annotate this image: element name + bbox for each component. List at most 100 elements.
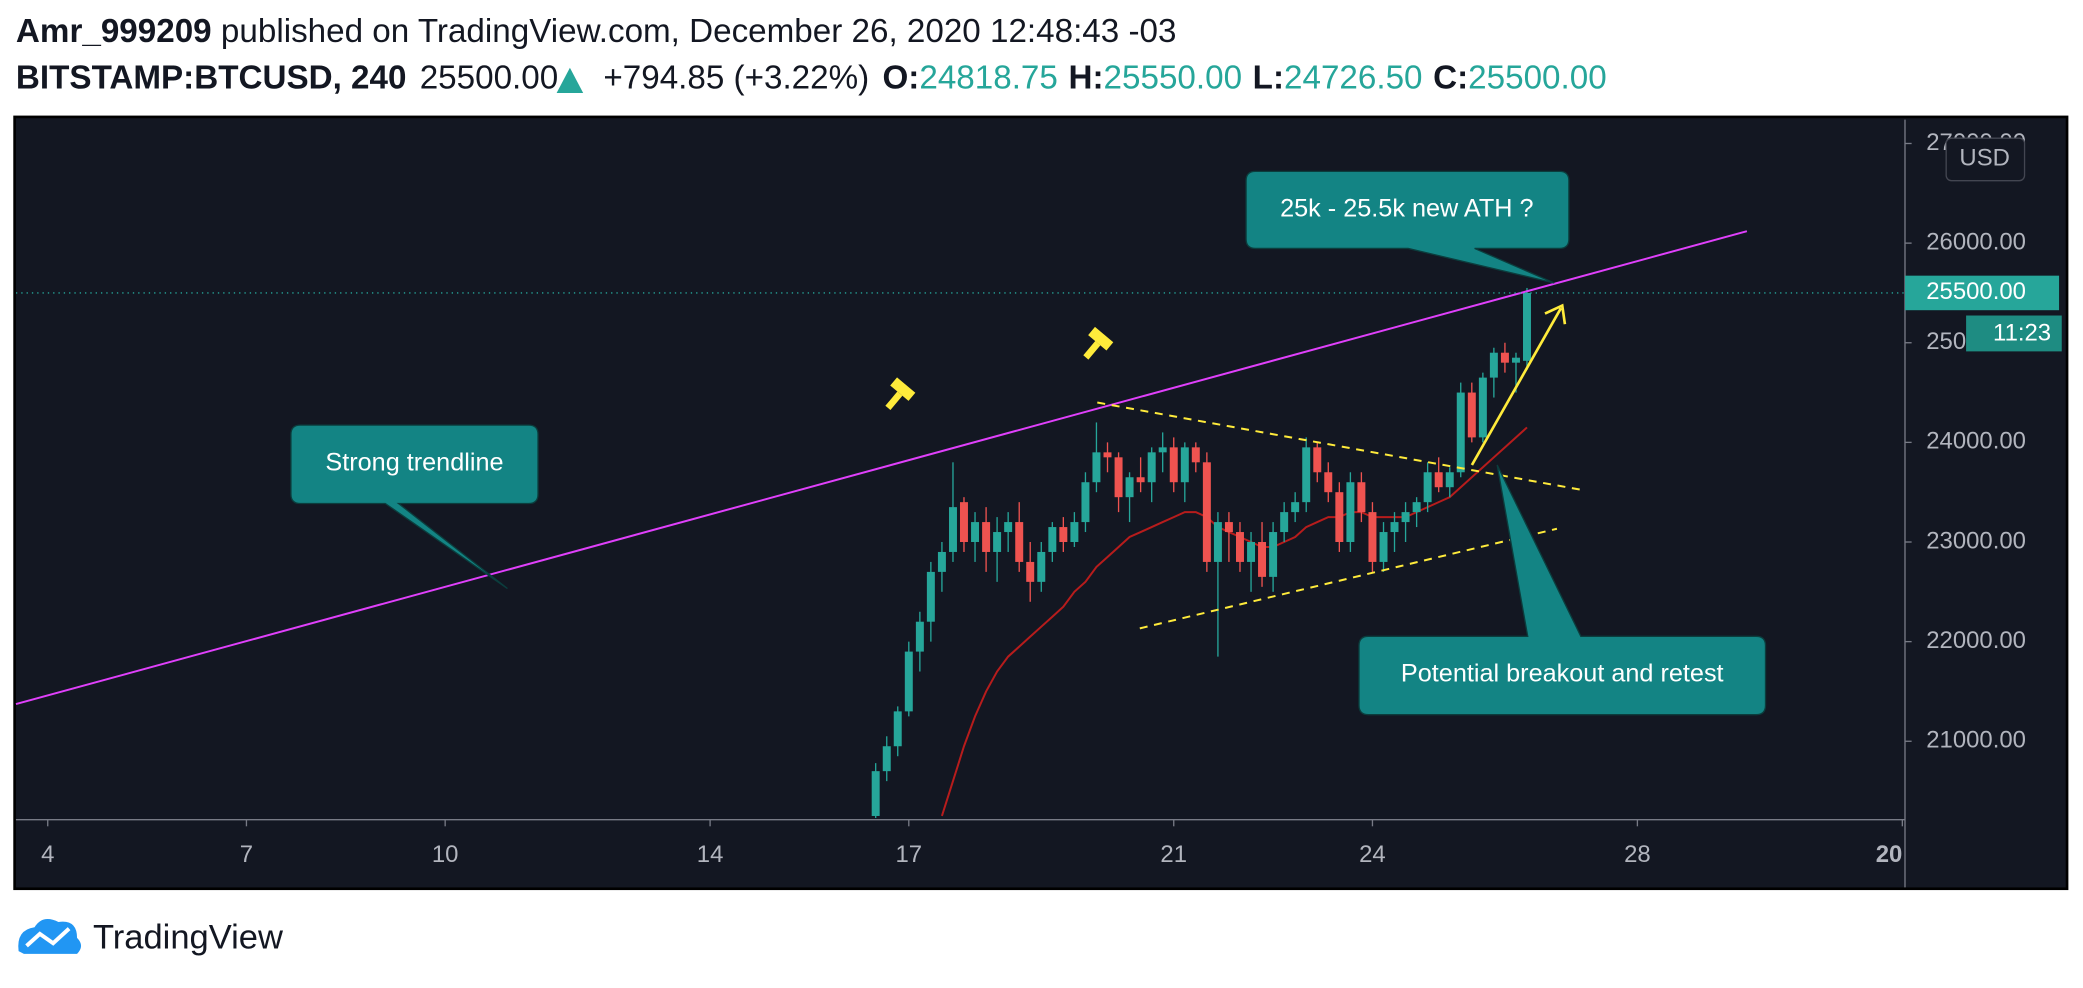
- candle-body: [1092, 452, 1101, 483]
- x-tick-label: 17: [896, 841, 923, 868]
- candle-body: [1247, 542, 1256, 562]
- candle-body: [959, 502, 968, 543]
- candle-body: [1147, 452, 1156, 483]
- x-tick-label: 4: [41, 841, 54, 868]
- candle-body: [1026, 561, 1035, 582]
- candle-body: [1269, 532, 1278, 577]
- candle-body: [1158, 447, 1167, 453]
- arrow: [1470, 303, 1567, 466]
- candle-body: [1280, 512, 1289, 533]
- candle-body: [1522, 292, 1531, 361]
- candle-body: [871, 771, 880, 816]
- candle-body: [1390, 522, 1399, 533]
- currency-button[interactable]: [1945, 137, 2026, 182]
- x-tick-label: 20: [1876, 841, 1903, 868]
- ohlc-label: H:: [1069, 59, 1104, 96]
- candle-body: [937, 551, 946, 572]
- countdown: 11:23: [1993, 319, 2051, 346]
- brand: TradingView: [93, 918, 284, 956]
- y-tick-label: 22000.00: [1926, 627, 2026, 654]
- candle-body: [1213, 522, 1222, 562]
- candle-body: [1125, 477, 1134, 498]
- candle-body: [1037, 551, 1046, 582]
- header-line: Amr_999209 published on TradingView.com, …: [16, 13, 1177, 50]
- candle-body: [1478, 377, 1487, 438]
- candle-body: [915, 621, 924, 652]
- ohlc-value: 25500.00: [1468, 59, 1607, 96]
- symbol-line: BITSTAMP:BTCUSD, 240 25500.00 +794.85 (+3.…: [16, 59, 1607, 96]
- ohlc-label: O:: [882, 59, 919, 96]
- x-tick-label: 10: [432, 841, 459, 868]
- candle-body: [1059, 527, 1068, 543]
- x-tick-label: 7: [240, 841, 253, 868]
- published: published on TradingView.com, December 2…: [221, 13, 1177, 50]
- author: Amr_999209: [16, 13, 212, 50]
- candle-body: [1335, 492, 1344, 543]
- candle-body: [1324, 472, 1333, 493]
- currency[interactable]: USD: [1959, 145, 2009, 172]
- candle-body: [1434, 472, 1443, 488]
- x-tick-label: 21: [1160, 841, 1187, 868]
- candle-body: [948, 507, 957, 552]
- ohlc-value: 24818.75: [919, 59, 1057, 96]
- candle-body: [904, 651, 913, 712]
- countdown-tag: [1966, 315, 2062, 352]
- ohlc-value: 25550.00: [1104, 59, 1243, 96]
- candle-body: [926, 571, 935, 622]
- candle-body: [993, 532, 1002, 552]
- candle-body: [1489, 352, 1498, 378]
- candle-body: [1235, 532, 1244, 562]
- logo: [18, 918, 82, 954]
- change: +794.85 (+3.22%): [603, 59, 869, 96]
- candle-body: [1114, 457, 1123, 498]
- candle-body: [1346, 482, 1355, 543]
- x-tick-label: 14: [697, 841, 724, 868]
- price-tag: [1904, 275, 2060, 311]
- candle-body: [1412, 502, 1421, 513]
- candle-body: [1313, 447, 1322, 473]
- candle-body: [1456, 392, 1465, 473]
- candle-body: [1136, 477, 1145, 483]
- ohlc-label: L:: [1253, 59, 1284, 96]
- hammer-icon: [885, 377, 916, 411]
- x-tick-label: 28: [1624, 841, 1651, 868]
- candle-body: [1368, 512, 1377, 562]
- ohlc-value: 24726.50: [1284, 59, 1422, 96]
- y-tick-label: 26000.00: [1926, 228, 2026, 255]
- y-tick-label: 24000.00: [1926, 428, 2026, 455]
- candle-body: [1180, 447, 1189, 483]
- annotation: Strong trendline: [325, 448, 503, 476]
- candle-body: [1302, 447, 1311, 503]
- price: 25500.00: [420, 59, 558, 96]
- candle-body: [1191, 447, 1200, 463]
- candle-body: [1070, 522, 1079, 543]
- candle-body: [971, 522, 980, 543]
- price-tag-label: 25500.00: [1926, 278, 2026, 305]
- moving-average: [940, 426, 1528, 817]
- candle-body: [893, 711, 902, 747]
- x-tick-label: 24: [1359, 841, 1386, 868]
- callout: [290, 424, 539, 590]
- candle-body: [1423, 472, 1432, 503]
- symbol: BITSTAMP:BTCUSD, 240: [16, 59, 406, 96]
- candle-body: [1511, 357, 1520, 363]
- candle-body: [1103, 452, 1112, 458]
- candle-body: [1357, 482, 1366, 513]
- candle-body: [1379, 532, 1388, 562]
- triangle-bottom: [1139, 527, 1558, 630]
- hammer-icon: [1083, 326, 1114, 360]
- candle-body: [1048, 527, 1057, 552]
- candle-body: [1202, 462, 1211, 562]
- candle-body: [1169, 447, 1178, 483]
- candle-body: [1445, 472, 1454, 488]
- annotation: Potential breakout and retest: [1401, 660, 1724, 688]
- up-arrow: [556, 67, 584, 94]
- candle-body: [1467, 392, 1476, 438]
- candle-body: [1500, 352, 1509, 363]
- trendline: [15, 230, 1748, 706]
- candle-body: [882, 746, 891, 772]
- y-tick-label: 23000.00: [1926, 527, 2026, 554]
- candle-body: [1401, 512, 1410, 523]
- y-tick-label: 21000.00: [1926, 727, 2026, 754]
